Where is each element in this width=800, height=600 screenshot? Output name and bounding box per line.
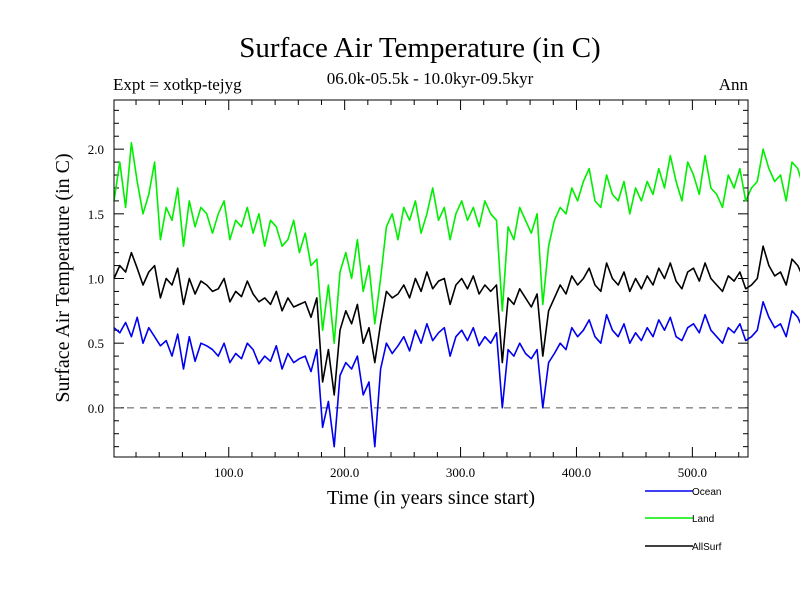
chart-title: Surface Air Temperature (in C) <box>239 32 600 64</box>
axis-ticks <box>114 100 748 457</box>
x-tick-label: 400.0 <box>562 465 591 480</box>
x-tick-label: 500.0 <box>678 465 707 480</box>
y-tick-label: 2.0 <box>88 142 104 157</box>
experiment-label: Expt = xotkp-tejyg <box>113 75 242 94</box>
legend-label-allsurf: AllSurf <box>692 542 722 553</box>
y-tick-label: 1.5 <box>88 207 104 222</box>
series-group <box>113 141 800 448</box>
x-axis-title: Time (in years since start) <box>327 487 535 509</box>
x-tick-label: 200.0 <box>330 465 359 480</box>
y-axis-title: Surface Air Temperature (in C) <box>52 153 74 402</box>
legend-label-ocean: Ocean <box>692 487 721 498</box>
tick-labels: 0.0 0.5 1.0 1.5 2.0 100.0 200.0 300.0 400.0 500.0 <box>88 142 707 480</box>
y-tick-label: 0.5 <box>88 336 104 351</box>
x-tick-label: 100.0 <box>214 465 243 480</box>
x-tick-label: 300.0 <box>446 465 475 480</box>
season-label: Ann <box>719 75 749 94</box>
period-label: 06.0k-05.5k - 10.0kyr-09.5kyr <box>327 69 534 88</box>
y-tick-label: 0.0 <box>88 401 104 416</box>
series-line-allsurf <box>113 245 800 396</box>
legend: Ocean Land AllSurf <box>645 487 722 553</box>
plot-frame <box>113 99 749 458</box>
series-line-land <box>113 141 800 345</box>
series-line-ocean <box>113 300 800 448</box>
legend-label-land: Land <box>692 514 714 525</box>
y-tick-label: 1.0 <box>88 272 104 287</box>
